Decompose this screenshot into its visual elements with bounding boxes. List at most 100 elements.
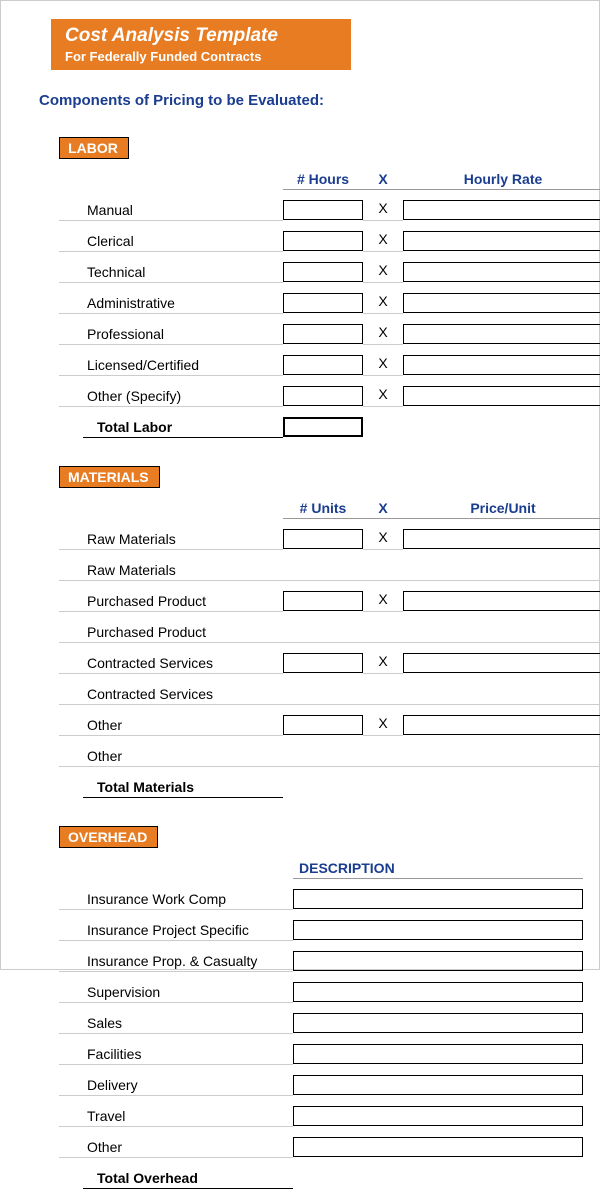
- materials-row: Contracted Services X: [59, 653, 599, 674]
- labor-row: Other (Specify) X: [59, 386, 599, 407]
- overhead-desc-input[interactable]: [293, 1075, 583, 1095]
- overhead-grid: DESCRIPTION: [59, 858, 599, 879]
- overhead-desc-input[interactable]: [293, 951, 583, 971]
- labor-hours-input[interactable]: [283, 355, 363, 375]
- materials-x: X: [363, 591, 403, 612]
- labor-row: Technical X: [59, 262, 599, 283]
- labor-x: X: [363, 386, 403, 407]
- labor-row-label: Other (Specify): [83, 386, 283, 407]
- overhead-row-label: Sales: [83, 1013, 293, 1034]
- overhead-row: Sales: [59, 1013, 599, 1034]
- overhead-desc-input[interactable]: [293, 1013, 583, 1033]
- overhead-row: Insurance Project Specific: [59, 920, 599, 941]
- labor-rate-input[interactable]: [403, 262, 600, 282]
- materials-row: Other X: [59, 715, 599, 736]
- overhead-row: Insurance Prop. & Casualty: [59, 951, 599, 972]
- materials-price-input[interactable]: [403, 653, 600, 673]
- materials-x: X: [363, 715, 403, 736]
- materials-units-input[interactable]: [283, 529, 363, 549]
- labor-hours-input[interactable]: [283, 386, 363, 406]
- overhead-desc-input[interactable]: [293, 1137, 583, 1157]
- header-subtitle: For Federally Funded Contracts: [65, 49, 337, 64]
- materials-total-label: Total Materials: [83, 777, 283, 798]
- labor-hours-input[interactable]: [283, 200, 363, 220]
- materials-row-label: Other: [83, 715, 283, 736]
- overhead-desc-input[interactable]: [293, 920, 583, 940]
- labor-hours-input[interactable]: [283, 324, 363, 344]
- labor-x: X: [363, 262, 403, 283]
- overhead-desc-input[interactable]: [293, 982, 583, 1002]
- overhead-row: Travel: [59, 1106, 599, 1127]
- materials-col-units: # Units: [283, 498, 363, 519]
- overhead-row: Facilities: [59, 1044, 599, 1065]
- materials-total-row: Total Materials: [59, 777, 599, 798]
- materials-row: Other: [59, 746, 599, 767]
- overhead-row-label: Insurance Work Comp: [83, 889, 293, 910]
- overhead-desc-input[interactable]: [293, 1106, 583, 1126]
- labor-row: ManualX: [59, 200, 599, 221]
- labor-rate-input[interactable]: [403, 293, 600, 313]
- labor-row-label: Technical: [83, 262, 283, 283]
- overhead-row: Other: [59, 1137, 599, 1158]
- labor-col-x: X: [363, 169, 403, 190]
- overhead-row-label: Insurance Project Specific: [83, 920, 293, 941]
- materials-row-label: Raw Materials: [83, 560, 283, 581]
- materials-label: MATERIALS: [59, 466, 160, 488]
- labor-total-label: Total Labor: [83, 417, 283, 438]
- overhead-row-label: Facilities: [83, 1044, 293, 1065]
- overhead-row: Insurance Work Comp: [59, 889, 599, 910]
- header-title: Cost Analysis Template: [65, 25, 337, 47]
- materials-row: Raw Materials: [59, 560, 599, 581]
- labor-row-label: Administrative: [83, 293, 283, 314]
- overhead-row: Supervision: [59, 982, 599, 1003]
- labor-rate-input[interactable]: [403, 324, 600, 344]
- materials-x: X: [363, 653, 403, 674]
- labor-label: LABOR: [59, 137, 129, 159]
- materials-row-label: Purchased Product: [83, 591, 283, 612]
- materials-row-label: Raw Materials: [83, 529, 283, 550]
- labor-row-label: Licensed/Certified: [83, 355, 283, 376]
- materials-x: X: [363, 529, 403, 550]
- labor-x: X: [363, 324, 403, 345]
- labor-hours-input[interactable]: [283, 293, 363, 313]
- materials-units-input[interactable]: [283, 715, 363, 735]
- labor-total-box: [283, 417, 363, 437]
- labor-grid: # Hours X Hourly Rate: [59, 169, 599, 190]
- overhead-row-label: Insurance Prop. & Casualty: [83, 951, 293, 972]
- materials-row: Purchased Product X: [59, 591, 599, 612]
- overhead-label: OVERHEAD: [59, 826, 158, 848]
- materials-price-input[interactable]: [403, 529, 600, 549]
- materials-grid: # Units X Price/Unit: [59, 498, 599, 519]
- materials-col-x: X: [363, 498, 403, 519]
- materials-row: Contracted Services: [59, 684, 599, 705]
- overhead-row-label: Travel: [83, 1106, 293, 1127]
- header-banner: Cost Analysis Template For Federally Fun…: [51, 19, 351, 70]
- labor-x: X: [363, 231, 403, 252]
- materials-row-label: Contracted Services: [83, 653, 283, 674]
- materials-price-input[interactable]: [403, 715, 600, 735]
- labor-total-row: Total Labor: [59, 417, 599, 438]
- overhead-total-label: Total Overhead: [83, 1168, 293, 1189]
- overhead-desc-input[interactable]: [293, 889, 583, 909]
- materials-row: Purchased Product: [59, 622, 599, 643]
- materials-price-input[interactable]: [403, 591, 600, 611]
- section-heading: Components of Pricing to be Evaluated:: [39, 92, 599, 109]
- overhead-total-row: Total Overhead: [59, 1168, 599, 1189]
- materials-units-input[interactable]: [283, 653, 363, 673]
- materials-row-label: Purchased Product: [83, 622, 283, 643]
- materials-col-price: Price/Unit: [403, 498, 600, 519]
- materials-row-label: Contracted Services: [83, 684, 283, 705]
- labor-hours-input[interactable]: [283, 231, 363, 251]
- labor-rate-input[interactable]: [403, 386, 600, 406]
- labor-rate-input[interactable]: [403, 200, 600, 220]
- labor-hours-input[interactable]: [283, 262, 363, 282]
- materials-units-input[interactable]: [283, 591, 363, 611]
- labor-row: Administrative X: [59, 293, 599, 314]
- labor-rate-input[interactable]: [403, 231, 600, 251]
- labor-x: X: [363, 355, 403, 376]
- overhead-desc-input[interactable]: [293, 1044, 583, 1064]
- labor-row: ClericalX: [59, 231, 599, 252]
- labor-rate-input[interactable]: [403, 355, 600, 375]
- overhead-row-label: Supervision: [83, 982, 293, 1003]
- labor-x: X: [363, 293, 403, 314]
